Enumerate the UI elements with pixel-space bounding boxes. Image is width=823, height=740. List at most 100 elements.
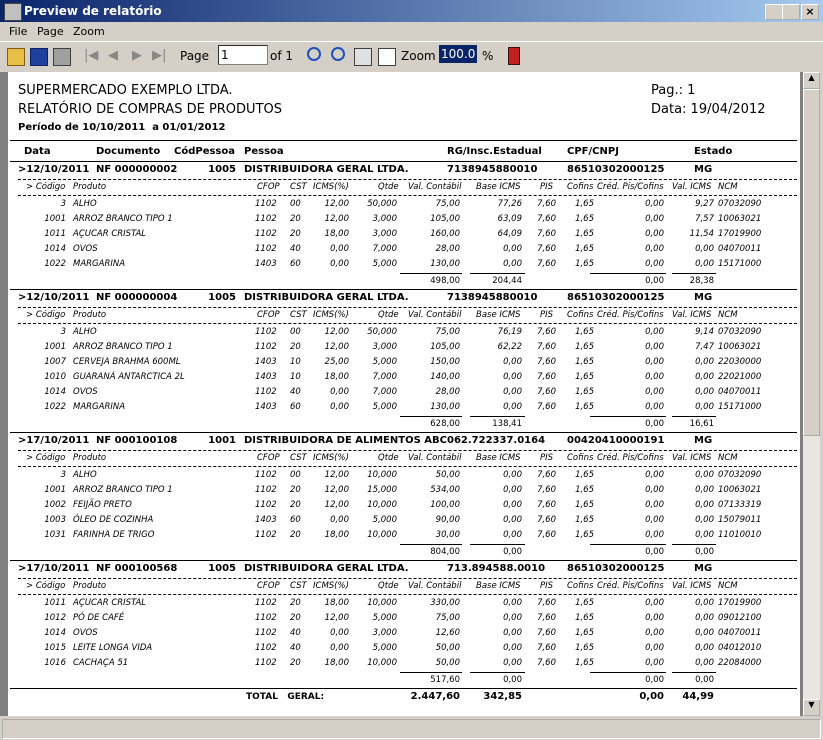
item-column-header: Produto	[73, 180, 106, 194]
item-column-header: Val. Contábil	[408, 579, 461, 593]
item-column-header: CST	[290, 180, 307, 194]
dashed-rule	[18, 323, 797, 324]
item-cell: AÇUCAR CRISTAL	[73, 596, 146, 610]
item-column-header: Base ICMS	[476, 180, 521, 194]
item-column-header: Cofins	[567, 308, 593, 322]
next-page-button[interactable]: ▶	[132, 48, 148, 64]
item-column-header: Qtde	[378, 579, 399, 593]
dashed-rule	[18, 594, 797, 595]
group-header: 062.722337.0164	[447, 434, 545, 448]
subtotal: 0,00	[514, 673, 714, 687]
group-header: DISTRIBUIDORA GERAL LTDA.	[244, 562, 409, 576]
item-column-header: Val. Contábil	[408, 451, 461, 465]
scroll-down[interactable]: ▼	[803, 699, 820, 716]
item-column-header: Cofins	[567, 180, 593, 194]
first-page-button[interactable]: |◀	[84, 48, 100, 64]
page-label: Page	[180, 49, 209, 63]
item-cell: 0,00	[514, 468, 714, 482]
item-cell: 17019900	[718, 227, 761, 241]
rule	[10, 560, 797, 561]
item-column-header: Val. ICMS	[672, 579, 711, 593]
item-column-header: ICMS(%)	[313, 180, 349, 194]
window-title: Preview de relatório	[24, 4, 162, 18]
item-column-header: Produto	[73, 579, 106, 593]
item-cell: 1022	[0, 257, 66, 271]
item-cell: 1001	[0, 483, 66, 497]
menu-item[interactable]: Zoom	[73, 25, 105, 38]
item-cell: 0,00	[514, 611, 714, 625]
item-cell: 11,54	[514, 227, 714, 241]
save-button[interactable]	[30, 48, 48, 66]
item-cell: CACHAÇA 51	[73, 656, 128, 670]
column-header: Estado	[694, 145, 732, 159]
group-header: MG	[694, 291, 712, 305]
group-header: 713.894588.0010	[447, 562, 545, 576]
group-header: 86510302000125	[567, 163, 664, 177]
item-column-header: > Código	[26, 180, 65, 194]
item-cell: 0,00	[514, 400, 714, 414]
item-cell: 1011	[0, 227, 66, 241]
dashed-rule	[18, 195, 797, 196]
page-input[interactable]: 1	[218, 45, 268, 65]
item-cell: 1001	[0, 212, 66, 226]
item-cell: 1012	[0, 611, 66, 625]
rule	[10, 688, 797, 689]
item-column-header: Créd. Pis/Cofins	[597, 180, 664, 194]
item-cell: 10063021	[718, 212, 761, 226]
item-column-header: Créd. Pis/Cofins	[597, 579, 664, 593]
scroll-up[interactable]: ▲	[803, 72, 820, 89]
dashed-rule	[18, 466, 797, 467]
item-column-header: Produto	[73, 451, 106, 465]
item-column-header: NCM	[718, 579, 738, 593]
rule	[10, 161, 797, 162]
prev-page-button[interactable]: ◀	[108, 48, 124, 64]
item-column-header: > Código	[26, 579, 65, 593]
item-column-header: CST	[290, 451, 307, 465]
item-column-header: CST	[290, 579, 307, 593]
item-cell: 0,00	[514, 370, 714, 384]
item-column-header: Val. ICMS	[672, 451, 711, 465]
page-width-button[interactable]	[354, 48, 372, 66]
column-header: RG/Insc.Estadual	[447, 145, 542, 159]
item-cell: PÓ DE CAFÉ	[73, 611, 124, 625]
close-button[interactable]: ×	[801, 4, 819, 20]
minimize-button[interactable]	[765, 4, 783, 20]
group-header: 86510302000125	[567, 562, 664, 576]
group-header: 1001	[36, 434, 236, 448]
zoom-in-button[interactable]	[307, 47, 321, 61]
item-cell: ÓLEO DE COZINHA	[73, 513, 153, 527]
report-date: Data: 19/04/2012	[651, 103, 765, 117]
zoom-input[interactable]: 100.0	[439, 45, 477, 63]
item-cell: 1007	[0, 355, 66, 369]
scrollbar[interactable]: ▲ ▼	[803, 72, 820, 716]
close-preview-button[interactable]	[508, 47, 520, 65]
item-column-header: NCM	[718, 308, 738, 322]
item-cell: 0,00	[514, 656, 714, 670]
zoom-out-button[interactable]	[331, 47, 345, 61]
print-button[interactable]	[53, 48, 71, 66]
menu-item[interactable]: File	[9, 25, 27, 38]
group-header: 7138945880010	[447, 291, 537, 305]
item-cell: OVOS	[73, 385, 98, 399]
item-column-header: Créd. Pis/Cofins	[597, 451, 664, 465]
menu-item[interactable]: Page	[37, 25, 64, 38]
maximize-button[interactable]	[782, 4, 800, 20]
group-header: DISTRIBUIDORA DE ALIMENTOS ABC	[244, 434, 447, 448]
last-page-button[interactable]: ▶|	[152, 48, 168, 64]
item-cell: 0,00	[514, 257, 714, 271]
item-cell: 0,00	[514, 596, 714, 610]
whole-page-button[interactable]	[378, 48, 396, 66]
preview-area: SUPERMERCADO EXEMPLO LTDA.RELATÓRIO DE C…	[0, 72, 803, 716]
zoom-label: Zoom	[401, 49, 436, 63]
item-cell: 1014	[0, 242, 66, 256]
item-cell: ALHO	[73, 197, 97, 211]
item-cell: 1002	[0, 498, 66, 512]
scroll-thumb[interactable]	[803, 89, 820, 436]
page-number: Pag.: 1	[651, 84, 695, 98]
item-column-header: Val. Contábil	[408, 180, 461, 194]
group-header: 1005	[36, 163, 236, 177]
item-cell: 22084000	[718, 656, 761, 670]
open-button[interactable]	[7, 48, 25, 66]
item-cell: 1001	[0, 340, 66, 354]
